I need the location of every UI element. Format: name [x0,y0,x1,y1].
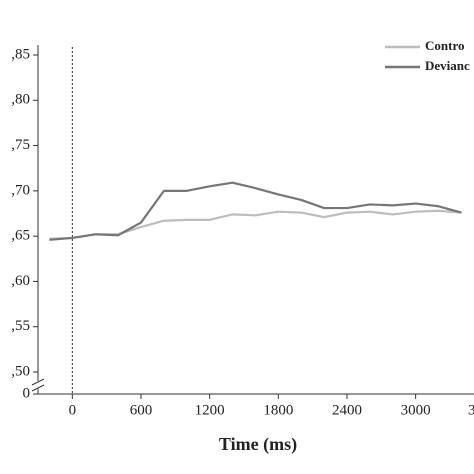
y-tick-label: ,75 [11,137,30,153]
y-tick-label: ,80 [11,92,30,108]
legend-label: Contro [425,38,464,53]
axis-break-gap [32,381,44,389]
x-tick-label: 0 [69,402,77,418]
legend-label: Devianc [425,58,470,73]
y-tick-label: ,70 [11,182,30,198]
x-tick-label: 2400 [332,402,362,418]
x-tick-label: 1800 [263,402,293,418]
x-axis-label: Time (ms) [219,434,297,455]
y-tick-label: 0 [23,385,31,401]
series-line [49,181,462,241]
y-tick-label: ,60 [11,273,30,289]
x-tick-label: 3 [468,402,474,418]
x-tick-label: 1200 [195,402,225,418]
x-tick-label: 600 [130,402,153,418]
axis-break-mark [31,378,45,386]
y-tick-label: ,55 [11,318,30,334]
y-tick-label: ,65 [11,228,30,244]
y-tick-label: ,85 [11,46,30,62]
x-tick-label: 3000 [401,402,431,418]
y-tick-label: ,50 [11,363,30,379]
axis-break-mark [31,384,45,392]
